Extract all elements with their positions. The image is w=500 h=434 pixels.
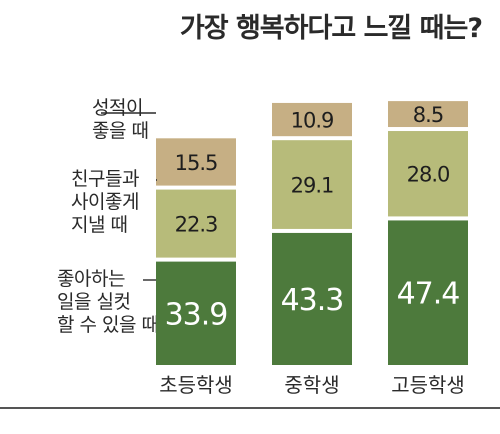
- bar-segment: [388, 131, 468, 217]
- value-label: 29.1: [291, 174, 334, 198]
- category-label: 중학생: [284, 373, 339, 397]
- bar-segment: [272, 140, 352, 229]
- bar-segment: [388, 101, 468, 128]
- legend-label-friends: 친구들과 사이좋게 지낼 때: [71, 168, 139, 236]
- legend-label-hobby: 좋아하는 일을 실컷 할 수 있을 때: [57, 268, 159, 336]
- value-label: 22.3: [175, 213, 218, 237]
- bar-segment: [388, 220, 468, 365]
- category-label: 초등학생: [159, 373, 233, 397]
- category-label: 고등학생: [391, 373, 465, 397]
- bar-segment: [272, 232, 352, 365]
- value-label: 43.3: [281, 283, 344, 318]
- value-label: 10.9: [291, 109, 334, 133]
- bar-segment: [156, 189, 236, 258]
- bar-segment: [272, 102, 352, 137]
- chart-title: 가장 행복하다고 느낄 때는?: [179, 13, 483, 44]
- value-label: 47.4: [397, 277, 460, 312]
- value-label: 15.5: [175, 151, 218, 175]
- bottom-divider: [0, 407, 500, 409]
- value-label: 33.9: [165, 297, 228, 332]
- bar-segment: [156, 138, 236, 186]
- value-label: 28.0: [407, 163, 450, 187]
- bar-segment: [156, 261, 236, 365]
- value-label: 8.5: [413, 103, 443, 127]
